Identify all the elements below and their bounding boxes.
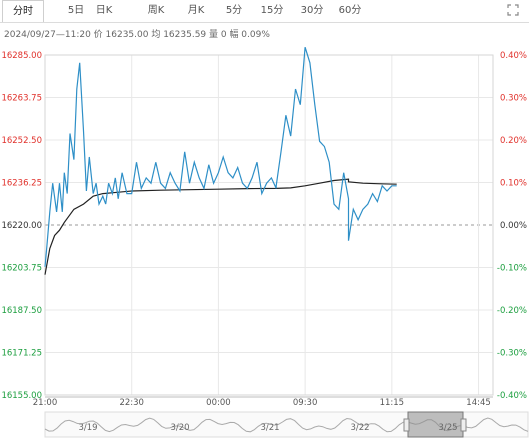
navigator-handle-right[interactable]: [460, 418, 467, 432]
navigator-date-label: 3/20: [170, 423, 189, 433]
y-tick-label: 16263.75: [1, 94, 42, 104]
y-tick-label: 16285.00: [1, 51, 42, 61]
expand-icon-glyph: [507, 4, 519, 16]
y-tick-label: 16236.25: [1, 179, 42, 189]
tabs-divider: [0, 22, 529, 23]
x-tick-label: 21:00: [33, 398, 58, 408]
tab-4[interactable]: 周K: [147, 5, 165, 16]
pct-tick-label: 0.00%: [500, 221, 527, 231]
tab-6[interactable]: 5分: [225, 5, 243, 16]
y-tick-label: 16187.50: [1, 306, 42, 316]
x-tick-label: 22:30: [119, 398, 144, 408]
plot-frame: [44, 54, 494, 396]
tab-3[interactable]: 日K: [95, 5, 113, 16]
navigator-date-label: 3/19: [78, 423, 97, 433]
y-tick-label: 16220.00: [1, 221, 42, 231]
tab-8[interactable]: 30分: [300, 5, 324, 16]
navigator-selection[interactable]: [407, 411, 464, 438]
quote-info: 2024/09/27—11:20 价 16235.00 均 16235.59 量…: [4, 30, 270, 40]
price-line: [44, 47, 397, 267]
navigator-date-label: 3/22: [350, 423, 369, 433]
tab-2[interactable]: 5日: [67, 5, 85, 16]
x-tick-label: 09:30: [293, 398, 318, 408]
pct-tick-label: -0.30%: [497, 349, 527, 359]
average-price-line: [44, 178, 397, 275]
navigator-date-label: 3/21: [260, 423, 279, 433]
expand-icon[interactable]: [507, 4, 519, 16]
x-tick-label: 14:45: [466, 398, 491, 408]
period-tabs: 分时 5日 日K 周K 月K 5分 15分 30分 60分: [0, 0, 529, 23]
pct-tick-label: -0.10%: [497, 264, 527, 274]
y-tick-label: 16252.50: [1, 136, 42, 146]
y-tick-label: 16155.00: [1, 391, 42, 401]
navigator-handle-left[interactable]: [403, 418, 410, 432]
pct-tick-label: 0.10%: [500, 179, 527, 189]
pct-tick-label: 0.30%: [500, 94, 527, 104]
tab-9[interactable]: 60分: [338, 5, 362, 16]
y-tick-label: 16171.25: [1, 349, 42, 359]
tab-7[interactable]: 15分: [260, 5, 284, 16]
pct-tick-label: 0.20%: [500, 136, 527, 146]
pct-tick-label: -0.20%: [497, 306, 527, 316]
x-tick-label: 11:15: [380, 398, 405, 408]
pct-tick-label: 0.40%: [500, 51, 527, 61]
navigator-date-label: 3/25: [438, 423, 457, 433]
x-tick-label: 00:00: [206, 398, 231, 408]
pct-tick-label: -0.40%: [497, 391, 527, 401]
y-tick-label: 16203.75: [1, 264, 42, 274]
tab-5[interactable]: 月K: [187, 5, 205, 16]
